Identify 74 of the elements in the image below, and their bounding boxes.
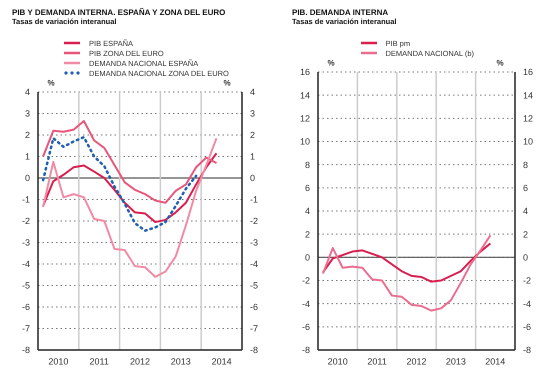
x-tick-label: 2012 xyxy=(130,356,150,366)
y2-tick-label: 0 xyxy=(523,252,528,263)
y2-tick-label: -8 xyxy=(250,345,258,356)
y-tick-label: 10 xyxy=(300,136,310,147)
line-series xyxy=(42,137,218,278)
y-tick-label: 0 xyxy=(24,173,30,184)
line-series xyxy=(322,242,492,283)
y-tick-label: -2 xyxy=(22,216,30,226)
y2-tick-label: -6 xyxy=(523,322,532,332)
x-tick-label: 2010 xyxy=(328,356,348,366)
y2-tick-label: -2 xyxy=(523,276,532,286)
y2-tick-label: -6 xyxy=(250,302,258,312)
y2-tick-label: 14 xyxy=(523,90,534,100)
y-axis-title: % xyxy=(47,78,55,88)
y2-tick-label: -8 xyxy=(523,345,532,356)
y-tick-label: 0 xyxy=(304,252,310,263)
y2-tick-label: 2 xyxy=(250,130,256,140)
y-tick-label: 3 xyxy=(24,108,30,119)
y-tick-label: 16 xyxy=(300,67,310,78)
y2-tick-label: 2 xyxy=(523,229,528,240)
y-tick-label: 4 xyxy=(304,206,310,216)
y-tick-label: 1 xyxy=(24,152,30,162)
y2-tick-label: 16 xyxy=(523,67,534,78)
x-tick-label: 2012 xyxy=(406,356,427,366)
x-tick-label: 2014 xyxy=(485,356,506,366)
y-tick-label: 4 xyxy=(24,87,30,98)
y2-tick-label: -4 xyxy=(250,259,258,270)
x-tick-label: 2010 xyxy=(48,356,68,366)
y-tick-label: -6 xyxy=(22,302,30,312)
y-tick-label: -7 xyxy=(22,324,30,334)
line-series xyxy=(42,152,218,224)
y-tick-label: -2 xyxy=(302,276,310,286)
y-tick-label: -6 xyxy=(302,322,310,332)
y-tick-label: 2 xyxy=(304,229,310,240)
y2-tick-label: 3 xyxy=(250,108,256,119)
y-tick-label: -4 xyxy=(302,298,310,309)
y2-axis-title: % xyxy=(223,78,231,88)
y2-tick-label: 1 xyxy=(250,152,256,162)
y-tick-label: -1 xyxy=(22,194,30,205)
y2-axis-title: % xyxy=(496,58,504,68)
chart-title: PIB Y DEMANDA INTERNA. ESPAÑA Y ZONA DEL EURO xyxy=(11,8,226,17)
y2-tick-label: -2 xyxy=(250,216,258,226)
x-tick-label: 2011 xyxy=(90,356,109,366)
y2-tick-label: 4 xyxy=(523,206,528,216)
x-tick-label: 2011 xyxy=(367,356,387,366)
y2-tick-label: -7 xyxy=(250,324,258,334)
x-tick-label: 2013 xyxy=(170,356,191,366)
y2-tick-label: 12 xyxy=(523,114,534,124)
chart-title: PIB. DEMANDA INTERNA xyxy=(291,8,390,17)
line-series xyxy=(42,136,198,232)
y-tick-label: 8 xyxy=(304,160,310,170)
y-tick-label: -5 xyxy=(22,280,30,291)
y2-tick-label: -5 xyxy=(250,280,258,291)
y-tick-label: -8 xyxy=(22,345,30,356)
y-tick-label: -4 xyxy=(22,259,30,270)
y-tick-label: 12 xyxy=(300,114,310,124)
y-tick-label: -3 xyxy=(22,238,30,248)
y2-tick-label: 6 xyxy=(523,183,528,194)
x-tick-label: 2013 xyxy=(446,356,466,366)
y2-tick-label: 0 xyxy=(250,173,256,184)
y-axis-title: % xyxy=(327,58,335,68)
y-tick-label: 2 xyxy=(24,130,30,140)
y2-tick-label: 4 xyxy=(250,87,256,98)
y-tick-label: 14 xyxy=(300,90,310,100)
y2-tick-label: 10 xyxy=(523,136,534,147)
y2-tick-label: -1 xyxy=(250,194,258,205)
y2-tick-label: -3 xyxy=(250,238,258,248)
y2-tick-label: -4 xyxy=(523,298,532,309)
y2-tick-label: 8 xyxy=(523,160,528,170)
y-tick-label: -8 xyxy=(302,345,310,356)
line-series xyxy=(42,120,218,204)
line-series xyxy=(322,234,492,312)
y-tick-label: 6 xyxy=(304,183,310,194)
x-tick-label: 2014 xyxy=(212,356,232,366)
